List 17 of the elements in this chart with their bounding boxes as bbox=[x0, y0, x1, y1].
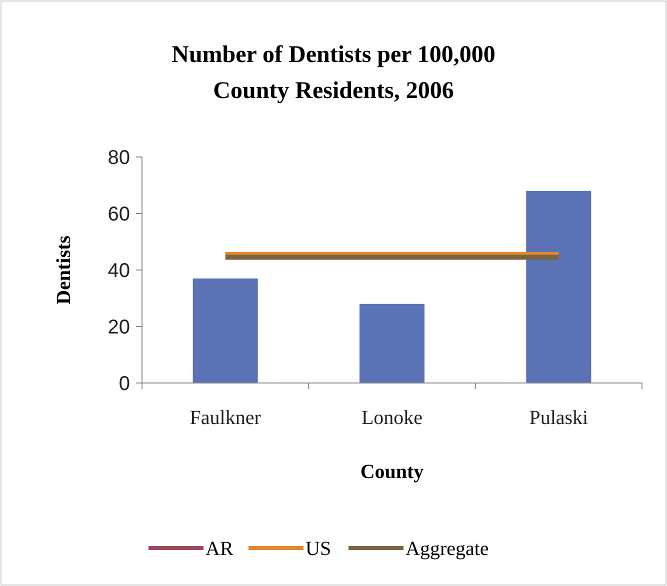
y-tick-label: 80 bbox=[108, 147, 130, 169]
bar bbox=[192, 278, 258, 383]
legend-label: Aggregate bbox=[406, 538, 489, 560]
bar bbox=[526, 190, 592, 383]
y-tick-label: 0 bbox=[118, 373, 130, 395]
chart-title: Number of Dentists per 100,000 County Residents, 2006 bbox=[172, 42, 496, 104]
y-tick-label: 40 bbox=[108, 260, 130, 282]
legend-label: US bbox=[306, 538, 332, 560]
x-axis-title: County bbox=[360, 461, 424, 483]
x-tick-label: Pulaski bbox=[529, 407, 589, 429]
y-axis-title: Dentists bbox=[53, 235, 75, 304]
y-tick-label: 60 bbox=[108, 204, 130, 226]
y-tick-label: 20 bbox=[108, 316, 130, 338]
x-tick-label: Faulkner bbox=[190, 407, 262, 429]
x-tick-label: Lonoke bbox=[361, 407, 423, 429]
bar bbox=[360, 304, 424, 383]
legend-label: AR bbox=[206, 538, 234, 560]
